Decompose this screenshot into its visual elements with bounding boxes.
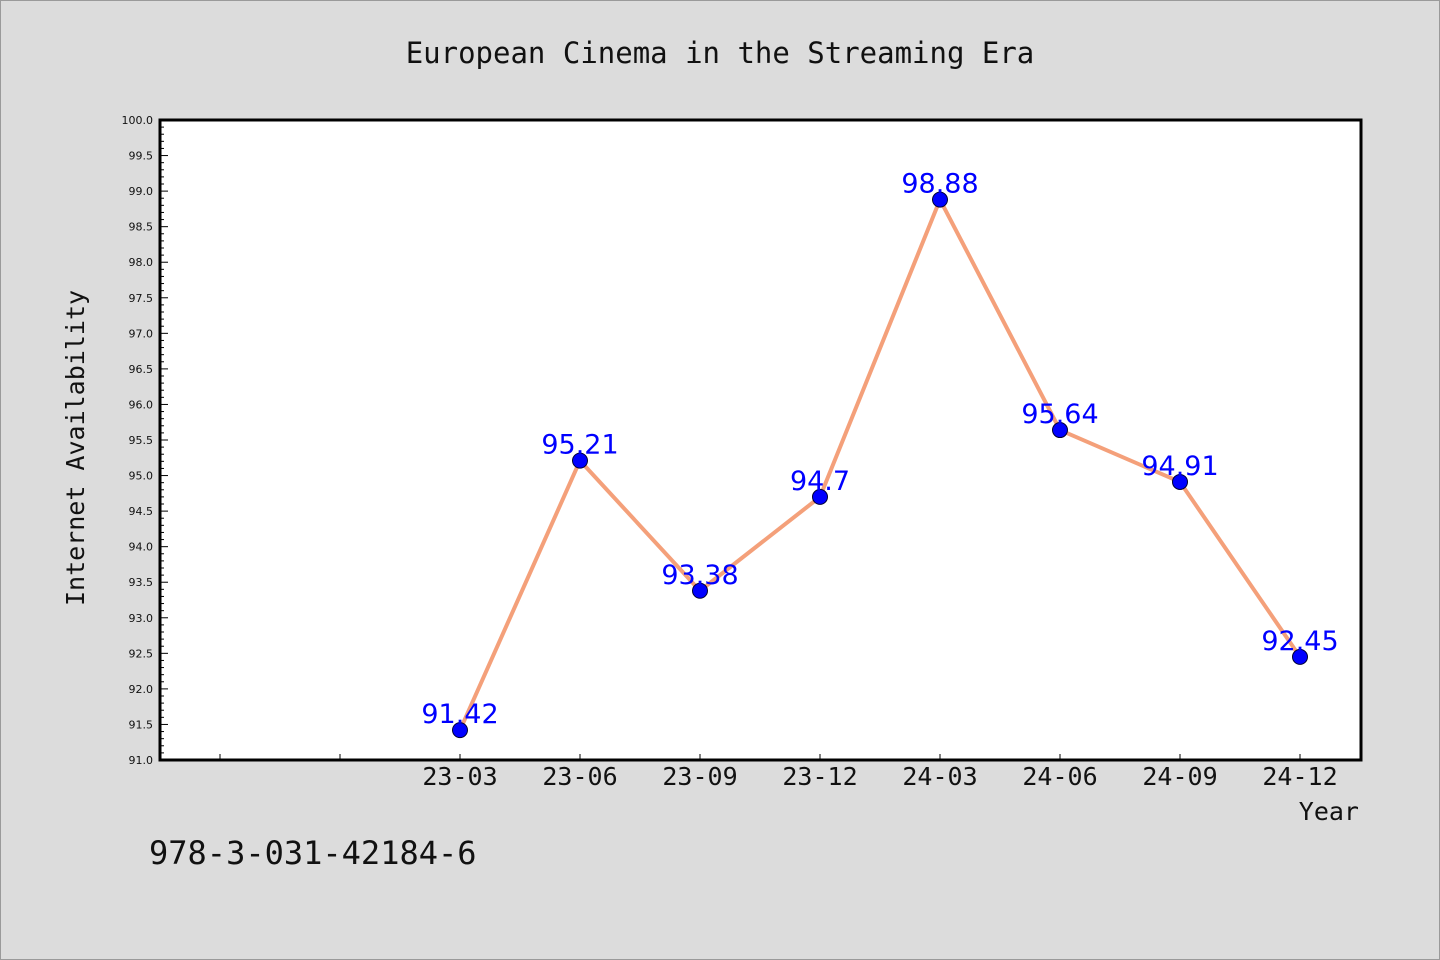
x-tick-label: 23-03 — [422, 762, 497, 791]
y-tick-label: 92.5 — [129, 647, 154, 660]
y-tick-label: 95.5 — [129, 434, 154, 447]
data-label: 95.21 — [541, 430, 618, 461]
plot-area — [158, 118, 1363, 762]
y-tick-label: 91.0 — [129, 754, 154, 767]
y-tick-label: 95.0 — [129, 470, 154, 483]
y-tick-label: 96.5 — [129, 363, 154, 376]
data-label: 94.91 — [1141, 451, 1218, 482]
x-tick-label: 24-12 — [1262, 762, 1337, 791]
data-label: 94.7 — [790, 466, 850, 497]
isbn-text: 978-3-031-42184-6 — [149, 834, 477, 872]
y-tick-label: 97.0 — [129, 327, 154, 340]
y-axis-label: Internet Availability — [61, 290, 90, 606]
y-tick-label: 99.5 — [129, 150, 154, 163]
series-availability — [452, 191, 1308, 739]
y-tick-label: 93.0 — [129, 612, 154, 625]
data-label: 95.64 — [1021, 399, 1098, 430]
x-tick-label: 24-09 — [1142, 762, 1217, 791]
data-label: 92.45 — [1261, 626, 1338, 657]
y-tick-label: 97.5 — [129, 292, 154, 305]
series-line — [458, 197, 1302, 731]
y-tick-label: 93.5 — [129, 576, 154, 589]
y-tick-label: 98.0 — [129, 256, 154, 269]
data-label: 91.42 — [421, 699, 498, 730]
y-tick-label: 94.0 — [129, 541, 154, 554]
x-tick-label: 24-03 — [902, 762, 977, 791]
x-tick-label: 24-06 — [1022, 762, 1097, 791]
x-axis-label: Year — [1299, 797, 1359, 826]
y-tick-label: 98.5 — [129, 221, 154, 234]
data-point — [1292, 648, 1308, 665]
y-tick-label: 91.5 — [129, 718, 154, 731]
data-point — [1052, 422, 1068, 439]
data-label: 98.88 — [901, 169, 978, 200]
data-label: 93.38 — [661, 560, 738, 591]
y-axis: 91.0 91.5 92.0 92.5 93.0 93.5 94.0 94.5 95.0 95.5… — [122, 114, 168, 767]
data-point — [932, 191, 948, 208]
y-tick-label: 96.0 — [129, 398, 154, 411]
data-labels: 91.42 95.21 93.38 94.7 98.88 95.64 94.91 92.45 — [421, 169, 1338, 730]
data-point — [1172, 473, 1188, 490]
data-point — [572, 452, 588, 469]
y-tick-label: 92.0 — [129, 683, 154, 696]
y-tick-label: 99.0 — [129, 185, 154, 198]
data-point — [692, 582, 708, 599]
x-tick-label: 23-12 — [782, 762, 857, 791]
data-point — [812, 488, 828, 505]
chart-title: European Cinema in the Streaming Era — [406, 36, 1035, 70]
y-tick-label: 94.5 — [129, 505, 154, 518]
data-point — [452, 722, 468, 739]
y-tick-label: 100.0 — [122, 114, 154, 127]
x-tick-label: 23-09 — [662, 762, 737, 791]
x-tick-label: 23-06 — [542, 762, 617, 791]
x-axis: 23-03 23-06 23-09 23-12 24-03 24-06 24-09 24-12 — [219, 754, 1338, 791]
